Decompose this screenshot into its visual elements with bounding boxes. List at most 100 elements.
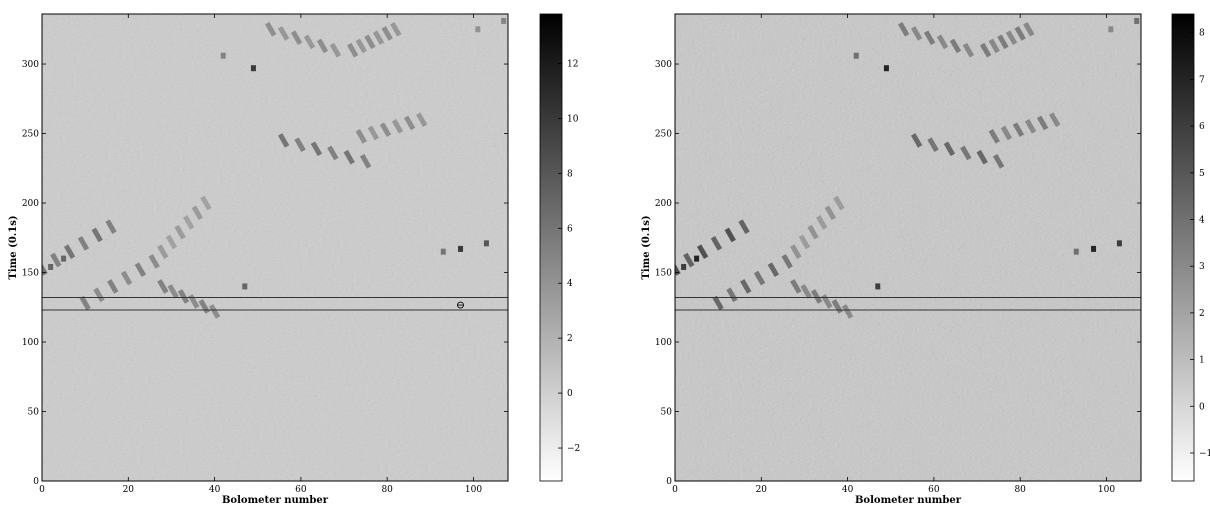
heatmap-streak-3-1 [165, 234, 178, 250]
colorbar-tick-label: 4 [1199, 215, 1205, 225]
heatmap-streak-0-2 [696, 244, 709, 259]
x-tick-label: 40 [842, 485, 854, 495]
heatmap-streak-2-5 [841, 304, 854, 319]
y-tick-label: 200 [22, 199, 39, 209]
heatmap-streak-5-0 [988, 128, 1000, 144]
heatmap-streak-7-4 [1014, 26, 1026, 41]
heatmap-streak-0-5 [105, 219, 117, 234]
panel-1: ⊖0 20 40 60 80 100050100150200250300Bolometer… [8, 13, 580, 506]
heatmap-streak-4-1 [294, 137, 306, 152]
heatmap-streak-6-0 [265, 21, 277, 37]
heatmap-streak-1-4 [134, 262, 147, 278]
x-tick-label: 40 [209, 485, 221, 495]
heatmap-noise [42, 14, 508, 481]
colorbar-tick-label: 2 [1199, 309, 1205, 319]
heatmap-streak-3-4 [824, 205, 836, 221]
heatmap-streak-6-1 [277, 26, 290, 41]
colorbar-tick-label: −1 [1199, 449, 1210, 459]
colorbar-tick-label: 1 [1199, 356, 1205, 366]
heatmap-streak-2-0 [157, 279, 169, 294]
heatmap-dot-8 [883, 65, 889, 72]
heatmap-streak-5-1 [367, 125, 380, 141]
heatmap-streak-0-0 [675, 261, 681, 276]
x-tick-label: 80 [381, 485, 393, 495]
y-tick-label: 250 [22, 130, 39, 140]
colorbar-tick-label: 6 [1199, 122, 1205, 132]
colorbar: −2 0 2 4 6 8 10 12 [539, 13, 580, 482]
heatmap-dot-13 [242, 283, 248, 290]
heatmap-streak-0-2 [63, 244, 76, 259]
heatmap-features [675, 17, 1140, 319]
colorbar-tick-label: 10 [567, 114, 579, 124]
heatmap-noise [675, 14, 1141, 481]
heatmap-streak-4-0 [277, 133, 290, 148]
heatmap-dot-9 [220, 52, 226, 59]
x-tick-label: 80 [1014, 485, 1026, 495]
heatmap-streak-6-5 [962, 42, 975, 58]
y-tick-label: 300 [655, 60, 672, 70]
heatmap-dot-14 [694, 255, 700, 262]
heatmap-streak-6-5 [329, 42, 342, 58]
heatmap-streak-3-5 [833, 195, 845, 211]
heatmap-streak-3-0 [790, 244, 802, 259]
heatmap-streak-7-3 [372, 30, 385, 45]
x-tick-label: 0 [672, 485, 678, 495]
y-tick-label: 300 [22, 60, 39, 70]
colorbar-tick-label: 0 [567, 389, 573, 399]
heatmap-streak-0-5 [738, 219, 750, 234]
y-tick-label: 150 [655, 269, 672, 279]
heatmap-streak-5-2 [379, 122, 392, 137]
colorbar-gradient [1171, 13, 1195, 482]
heatmap-streak-6-4 [949, 38, 962, 54]
heatmap-streak-0-1 [683, 252, 695, 268]
colorbar-tick-label: −2 [567, 444, 580, 454]
heatmap-streak-3-5 [200, 195, 212, 211]
heatmap-streak-3-3 [816, 215, 828, 230]
heatmap-streak-1-0 [712, 295, 724, 311]
heatmap-streak-7-4 [381, 26, 393, 41]
heatmap-streak-1-0 [79, 295, 91, 311]
colorbar-tick-label: 3 [1199, 262, 1205, 272]
y-tick-label: 0 [33, 477, 39, 487]
y-tick-label: 50 [28, 408, 40, 418]
heatmap-streak-7-1 [988, 38, 1000, 54]
y-tick-label: 100 [655, 338, 672, 348]
heatmap-streak-3-0 [157, 244, 169, 259]
heatmap-streak-7-5 [1023, 21, 1035, 37]
heatmap-streak-3-1 [798, 234, 811, 250]
heatmap-streak-2-0 [790, 279, 802, 294]
x-tick-label: 20 [123, 485, 135, 495]
heatmap-streak-1-5 [781, 254, 793, 269]
heatmap-streak-3-2 [174, 224, 186, 240]
heatmap-dot-16 [1134, 17, 1140, 24]
heatmap-streak-5-5 [1049, 112, 1061, 127]
heatmap-dot-16 [501, 17, 507, 24]
x-tick-label: 100 [1098, 485, 1115, 495]
y-tick-label: 100 [22, 338, 39, 348]
heatmap-streak-7-0 [980, 42, 992, 58]
x-tick-label: 60 [928, 485, 940, 495]
heatmap-streak-7-2 [997, 34, 1009, 50]
heatmap-dot-17 [1108, 26, 1114, 33]
y-axis-label: Time (0.1s) [8, 215, 19, 279]
heatmap-streak-6-3 [936, 34, 949, 50]
heatmap-streak-5-4 [403, 115, 416, 131]
heatmap-dot-11 [1116, 240, 1122, 247]
colorbar-tick-label: 8 [1199, 29, 1205, 39]
heatmap-streak-5-3 [1024, 118, 1037, 134]
heatmap-streak-7-3 [1005, 30, 1018, 45]
heatmap-streak-6-2 [923, 30, 936, 45]
heatmap-streak-3-4 [191, 205, 203, 221]
heatmap-dot-8 [250, 65, 256, 72]
y-tick-label: 0 [666, 477, 672, 487]
plot-frame [41, 13, 509, 482]
heatmap-streak-1-2 [107, 279, 119, 294]
x-axis-label: Bolometer number [222, 495, 329, 506]
colorbar-tick-label: 6 [567, 224, 573, 234]
y-axis-label: Time (0.1s) [641, 215, 652, 279]
plot-frame [674, 13, 1142, 482]
heatmap-streak-2-1 [800, 284, 812, 299]
heatmap-streak-2-2 [177, 289, 190, 304]
colorbar-tick-label: 8 [567, 169, 573, 179]
